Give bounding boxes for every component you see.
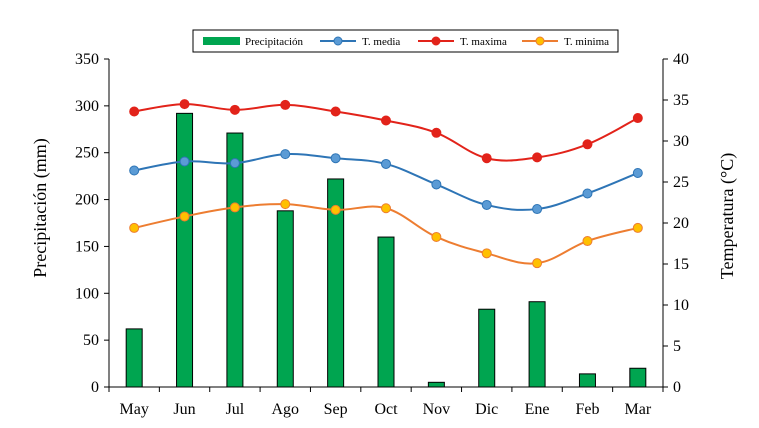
legend-media-marker: [333, 36, 343, 46]
legend-precip-label: Precipitación: [245, 36, 304, 48]
marker-t-maxima-sep: [330, 106, 341, 117]
legend-media-label: T. media: [362, 36, 400, 48]
marker-t-maxima-feb: [582, 139, 593, 150]
marker-t-maxima-ene: [532, 152, 543, 163]
precipitation-bar-jun: [176, 112, 194, 388]
y-axis-right-title: Temperatura (°C): [717, 153, 738, 279]
y-right-tick-label: 20: [673, 215, 689, 232]
x-tick-label-sep: Sep: [324, 401, 348, 418]
y-right-tick-label: 15: [673, 256, 689, 273]
y-left-tick-label: 50: [83, 332, 99, 349]
marker-t-maxima-oct: [381, 115, 391, 126]
marker-t-maxima-jul: [229, 104, 240, 115]
x-tick-label-jun: Jun: [173, 401, 195, 418]
chart-legend: Precipitación T. media T. maxima T. mini…: [192, 29, 619, 53]
x-tick-label-may: May: [120, 401, 149, 418]
y-left-tick-label: 200: [75, 192, 99, 209]
legend-minima-marker: [535, 36, 545, 46]
y-right-tick-label: 10: [673, 297, 689, 314]
marker-t-media-oct: [381, 158, 391, 169]
precipitation-bar-mar: [629, 367, 647, 388]
marker-t-minima-jun: [179, 211, 190, 222]
marker-t-media-jun: [179, 156, 190, 167]
y-left-tick-label: 100: [75, 285, 99, 302]
x-tick-label-ago: Ago: [271, 401, 299, 418]
x-tick-label-oct: Oct: [374, 401, 398, 418]
precipitation-bar-nov: [427, 381, 445, 388]
x-tick-label-nov: Nov: [423, 401, 451, 418]
y-left-tick-label: 150: [75, 238, 99, 255]
precipitation-bars: [125, 112, 647, 388]
marker-t-maxima-may: [129, 106, 140, 117]
legend-precip-swatch: [203, 37, 240, 45]
marker-t-minima-feb: [582, 236, 593, 247]
legend-frame: [192, 29, 619, 53]
x-tick-label-dic: Dic: [475, 401, 498, 418]
precipitation-bar-ago: [276, 210, 294, 388]
x-tick-label-mar: Mar: [624, 401, 651, 418]
marker-t-minima-ago: [280, 199, 291, 210]
line-t-maxima: [134, 103, 639, 162]
marker-t-minima-ene: [532, 258, 543, 269]
temperature-lines: [129, 99, 643, 269]
legend-maxima-marker: [431, 36, 441, 46]
marker-t-media-dic: [481, 199, 492, 210]
precipitation-bar-dic: [478, 308, 496, 388]
marker-t-maxima-jun: [179, 99, 190, 110]
y-right-tick-label: 5: [673, 338, 681, 355]
marker-t-minima-nov: [431, 231, 442, 242]
y-left-tick-label: 350: [75, 51, 99, 68]
precipitation-bar-oct: [377, 236, 395, 388]
marker-t-minima-sep: [330, 204, 341, 215]
chart-axes: 0 50 100 150 200 250 300 350 0 5 10 15 20 25 30 35 40 May…: [75, 51, 689, 418]
marker-t-media-feb: [582, 188, 593, 199]
y-left-tick-label: 300: [75, 98, 99, 115]
marker-t-media-ene: [532, 204, 543, 215]
marker-t-minima-jul: [229, 202, 240, 213]
marker-t-media-mar: [632, 167, 643, 178]
y-axis-left-title: Precipitación (mm): [30, 138, 51, 277]
precipitation-bar-feb: [578, 373, 596, 388]
marker-t-minima-oct: [381, 203, 391, 214]
y-right-tick-label: 30: [673, 133, 689, 150]
marker-t-minima-mar: [632, 222, 643, 233]
x-tick-label-jul: Jul: [226, 401, 245, 418]
x-tick-label-feb: Feb: [575, 401, 599, 418]
legend-minima-label: T. minima: [564, 36, 609, 48]
marker-t-media-sep: [330, 153, 341, 164]
y-left-tick-label: 0: [91, 379, 99, 396]
y-right-tick-label: 35: [673, 92, 689, 109]
marker-t-maxima-ago: [280, 99, 291, 110]
y-right-tick-label: 25: [673, 174, 689, 191]
y-left-tick-label: 250: [75, 145, 99, 162]
marker-t-media-nov: [431, 179, 442, 190]
marker-t-maxima-dic: [481, 153, 492, 164]
y-right-tick-label: 40: [673, 51, 689, 68]
precipitation-bar-may: [125, 328, 143, 388]
marker-t-media-may: [129, 165, 140, 176]
marker-t-media-jul: [229, 158, 240, 169]
marker-t-minima-dic: [481, 248, 492, 259]
legend-maxima-label: T. maxima: [460, 36, 507, 48]
marker-t-media-ago: [280, 149, 291, 160]
marker-t-maxima-mar: [632, 113, 643, 124]
x-tick-label-ene: Ene: [525, 401, 550, 418]
marker-t-maxima-nov: [431, 127, 442, 138]
marker-t-minima-may: [129, 222, 140, 233]
precipitation-bar-ene: [528, 301, 546, 388]
y-right-tick-label: 0: [673, 379, 681, 396]
precipitation-bar-jul: [226, 132, 244, 388]
